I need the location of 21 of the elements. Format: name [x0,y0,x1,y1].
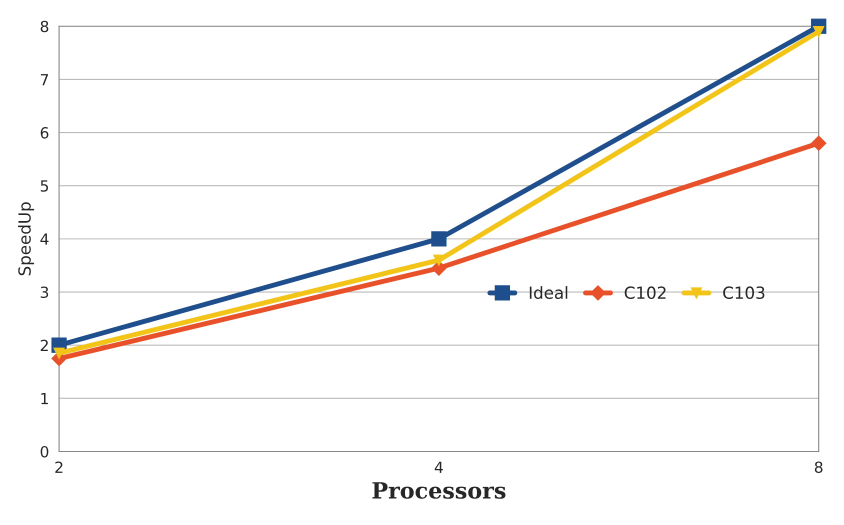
y-tick-label: 5 [40,180,48,192]
point [433,254,444,266]
y-tick-label: 4 [40,234,48,245]
y-tick-label: 1 [41,393,48,404]
x-tick-label: 2 [55,461,62,473]
y-tick-label: 0 [40,446,48,458]
x-tick-label: 8 [814,461,822,474]
y-tick-label: 7 [40,74,48,86]
legend-label: C102 [624,286,666,299]
y-tick-label: 8 [40,20,48,32]
legend-label: C103 [723,286,764,299]
y-tick-label: 2 [40,340,48,351]
x-axis-title: Processors [372,482,506,499]
point [54,348,65,359]
point [431,231,447,247]
point [811,136,826,151]
y-tick-label: 6 [40,127,48,139]
x-tick-label: 4 [434,462,443,473]
y-axis-title: SpeedUp [18,202,34,276]
legend-label: Ideal [530,286,568,299]
y-tick-label: 3 [40,286,48,298]
